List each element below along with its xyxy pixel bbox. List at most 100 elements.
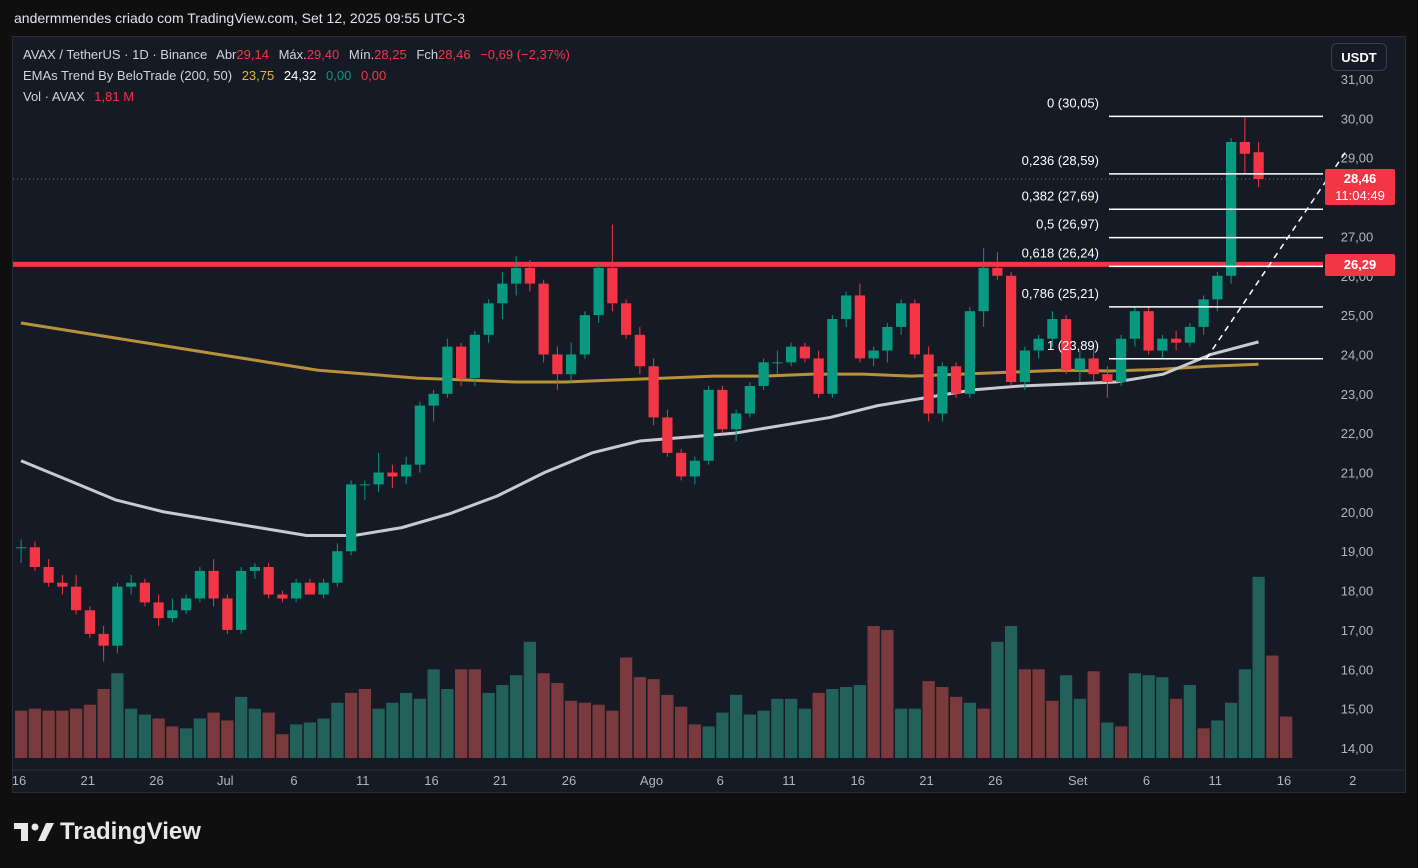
currency-button[interactable]: USDT <box>1331 43 1387 71</box>
candle-body[interactable] <box>84 610 95 634</box>
candle-body[interactable] <box>208 570 219 599</box>
candle-body[interactable] <box>868 350 879 359</box>
candle-body[interactable] <box>442 346 453 394</box>
candle-body[interactable] <box>909 303 920 355</box>
candle-body[interactable] <box>827 319 838 394</box>
candle-body[interactable] <box>896 303 907 327</box>
candle-body[interactable] <box>717 389 728 430</box>
symbol-name[interactable]: AVAX / TetherUS · 1D · Binance <box>23 47 208 62</box>
candle-body[interactable] <box>469 334 480 379</box>
candle-body[interactable] <box>744 385 755 414</box>
candle-body[interactable] <box>126 582 137 587</box>
fib-trend-line[interactable] <box>1205 149 1348 359</box>
candle-body[interactable] <box>1198 299 1209 327</box>
candle-body[interactable] <box>758 362 769 386</box>
candle-body[interactable] <box>1253 152 1264 179</box>
candle-body[interactable] <box>1212 275 1223 300</box>
candle-body[interactable] <box>882 326 893 351</box>
symbol-legend[interactable]: AVAX / TetherUS · 1D · Binance Abr29,14 … <box>23 47 576 62</box>
candle-body[interactable] <box>511 267 522 284</box>
candle-body[interactable] <box>579 315 590 355</box>
candle-body[interactable] <box>222 598 233 630</box>
candle-body[interactable] <box>483 303 494 335</box>
candle-body[interactable] <box>662 417 673 453</box>
candle-body[interactable] <box>1143 311 1154 351</box>
candle-body[interactable] <box>1129 311 1140 339</box>
candle-body[interactable] <box>139 582 150 603</box>
candle-body[interactable] <box>786 346 797 363</box>
chart-panel[interactable]: 31,0030,0029,0028,0027,0026,0025,0024,00… <box>12 36 1406 793</box>
candle-body[interactable] <box>16 547 27 549</box>
resistance-line[interactable] <box>13 261 1323 267</box>
volume-indicator-name[interactable]: Vol · AVAX <box>23 89 85 104</box>
tradingview-logo[interactable]: TradingView <box>14 818 201 846</box>
candle-body[interactable] <box>1171 338 1182 343</box>
candle-body[interactable] <box>167 610 178 619</box>
candle-body[interactable] <box>552 354 563 375</box>
candle-body[interactable] <box>153 602 164 619</box>
candle-body[interactable] <box>359 484 370 486</box>
candle-body[interactable] <box>634 334 645 367</box>
candle-body[interactable] <box>1088 358 1099 375</box>
candle-body[interactable] <box>304 582 315 595</box>
candle-body[interactable] <box>538 283 549 355</box>
candle-body[interactable] <box>428 393 439 406</box>
candle-body[interactable] <box>841 295 852 320</box>
candle-body[interactable] <box>937 366 948 414</box>
candle-body[interactable] <box>112 586 123 646</box>
candle-body[interactable] <box>291 582 302 599</box>
candle-body[interactable] <box>923 354 934 414</box>
candle-body[interactable] <box>813 358 824 394</box>
candle-body[interactable] <box>1061 319 1072 371</box>
candle-body[interactable] <box>1019 350 1030 383</box>
candle-body[interactable] <box>689 460 700 477</box>
candle-body[interactable] <box>566 354 577 375</box>
candle-body[interactable] <box>29 547 40 567</box>
volume-legend[interactable]: Vol · AVAX 1,81 M <box>23 89 140 104</box>
candle-body[interactable] <box>1157 338 1168 351</box>
candle-body[interactable] <box>1116 338 1127 383</box>
candle-body[interactable] <box>772 362 783 364</box>
candle-body[interactable] <box>731 413 742 430</box>
candle-body[interactable] <box>951 366 962 394</box>
candle-body[interactable] <box>346 484 357 552</box>
ema-legend[interactable]: EMAs Trend By BeloTrade (200, 50) 23,75 … <box>23 68 392 83</box>
candle-body[interactable] <box>1102 374 1113 383</box>
candle-body[interactable] <box>621 303 632 335</box>
candle-body[interactable] <box>854 295 865 359</box>
candle-body[interactable] <box>524 267 535 284</box>
candle-body[interactable] <box>263 566 274 595</box>
candle-body[interactable] <box>236 570 247 630</box>
candle-body[interactable] <box>978 267 989 312</box>
candle-body[interactable] <box>1239 141 1250 154</box>
candle-body[interactable] <box>497 283 508 304</box>
candle-body[interactable] <box>593 267 604 316</box>
ema-indicator-name[interactable]: EMAs Trend By BeloTrade (200, 50) <box>23 68 233 83</box>
candle-body[interactable] <box>799 346 810 359</box>
candle-body[interactable] <box>676 452 687 477</box>
candle-body[interactable] <box>194 570 205 599</box>
candle-body[interactable] <box>277 594 288 599</box>
candle-body[interactable] <box>57 582 68 587</box>
candle-body[interactable] <box>964 311 975 394</box>
candle-body[interactable] <box>98 633 109 646</box>
candle-body[interactable] <box>607 267 618 304</box>
candle-body[interactable] <box>71 586 82 611</box>
candle-body[interactable] <box>1033 338 1044 351</box>
candle-body[interactable] <box>1006 275 1017 383</box>
candle-body[interactable] <box>43 566 54 583</box>
candle-body[interactable] <box>387 472 398 477</box>
candle-body[interactable] <box>318 582 329 595</box>
candle-body[interactable] <box>401 464 412 477</box>
candle-body[interactable] <box>648 366 659 418</box>
candle-body[interactable] <box>332 551 343 583</box>
candle-body[interactable] <box>373 472 384 485</box>
candle-body[interactable] <box>456 346 467 379</box>
candle-body[interactable] <box>703 389 714 461</box>
candle-body[interactable] <box>1074 358 1085 371</box>
candle-body[interactable] <box>181 598 192 611</box>
candle-body[interactable] <box>249 566 260 571</box>
price-chart[interactable]: 31,0030,0029,0028,0027,0026,0025,0024,00… <box>13 37 1406 793</box>
candle-body[interactable] <box>414 405 425 465</box>
candle-body[interactable] <box>992 267 1003 276</box>
